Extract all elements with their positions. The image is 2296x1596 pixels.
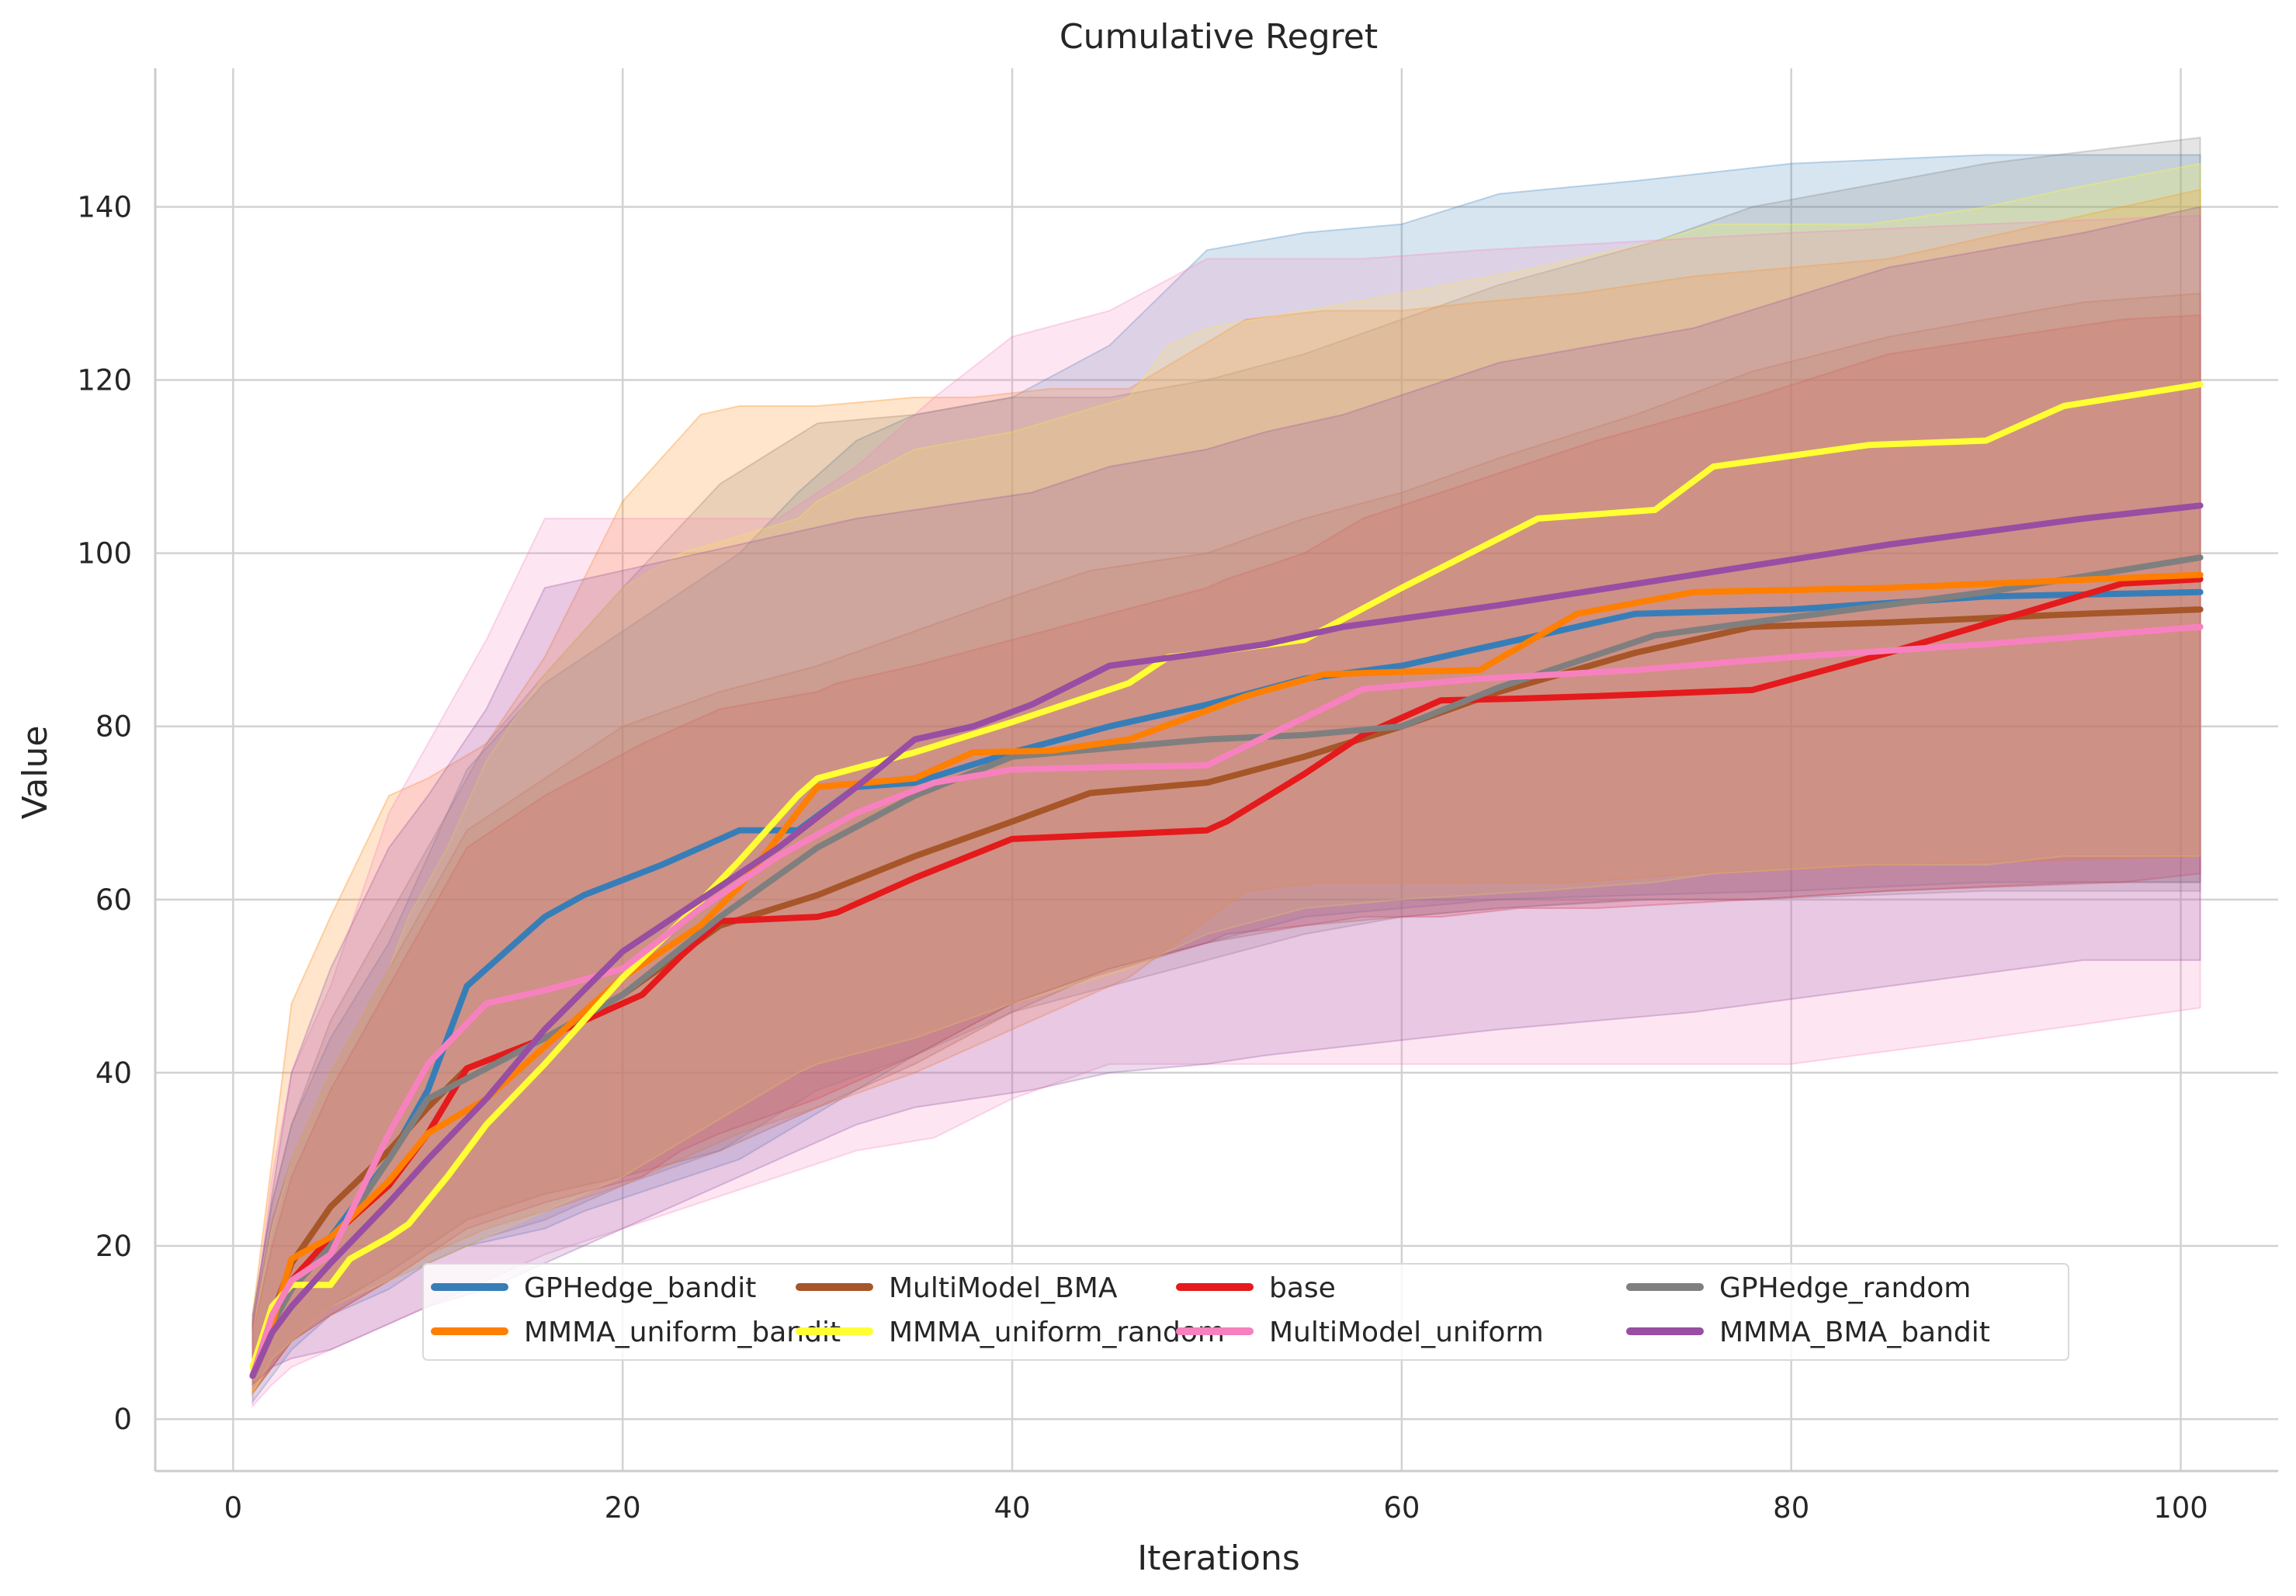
legend-label: MultiModel_BMA bbox=[889, 1272, 1118, 1304]
series-line bbox=[249, 623, 2204, 1379]
series-line bbox=[249, 502, 2204, 1379]
legend-label: MMMA_uniform_random bbox=[889, 1317, 1225, 1348]
legend-label: MMMA_uniform_bandit bbox=[524, 1317, 841, 1348]
axes bbox=[154, 68, 2278, 1473]
legend-label: MMMA_BMA_bandit bbox=[1719, 1317, 1990, 1348]
legend-label: GPHedge_bandit bbox=[524, 1272, 756, 1304]
y-tick-label: 40 bbox=[95, 1056, 132, 1090]
y-tick-label: 0 bbox=[113, 1403, 132, 1436]
x-axis-label: Iterations bbox=[1137, 1539, 1300, 1578]
x-tick-label: 40 bbox=[994, 1491, 1030, 1525]
series-lines bbox=[249, 381, 2204, 1379]
legend-label: GPHedge_random bbox=[1719, 1272, 1971, 1304]
x-tick-label: 0 bbox=[224, 1491, 243, 1525]
y-tick-label: 80 bbox=[95, 710, 132, 744]
legend: GPHedge_bandit MultiModel_BMA base GPHedge_… bbox=[422, 1263, 2069, 1361]
series-line bbox=[249, 554, 2204, 1379]
x-tick-label: 60 bbox=[1383, 1491, 1420, 1525]
y-tick-label: 100 bbox=[77, 537, 132, 571]
series-line bbox=[249, 381, 2204, 1371]
range-band bbox=[251, 137, 2201, 1396]
range-band bbox=[251, 292, 2201, 1396]
y-tick-label: 60 bbox=[95, 883, 132, 917]
chart-title: Cumulative Regret bbox=[1060, 17, 1378, 57]
x-tick-label: 80 bbox=[1773, 1491, 1809, 1525]
y-tick-label: 20 bbox=[95, 1230, 132, 1263]
y-tick-label: 120 bbox=[77, 364, 132, 397]
y-axis-label: Value bbox=[16, 726, 55, 820]
range-band bbox=[251, 314, 2201, 1396]
x-tick-label: 100 bbox=[2153, 1491, 2208, 1525]
tick-labels: 0 20 40 60 80 100 0 20 40 60 80 100 120 140 bbox=[77, 190, 2208, 1525]
y-tick-label: 140 bbox=[77, 190, 132, 224]
range-band bbox=[251, 188, 2201, 1396]
legend-label: MultiModel_uniform bbox=[1269, 1317, 1544, 1348]
legend-label: base bbox=[1269, 1272, 1336, 1304]
x-tick-label: 20 bbox=[605, 1491, 641, 1525]
